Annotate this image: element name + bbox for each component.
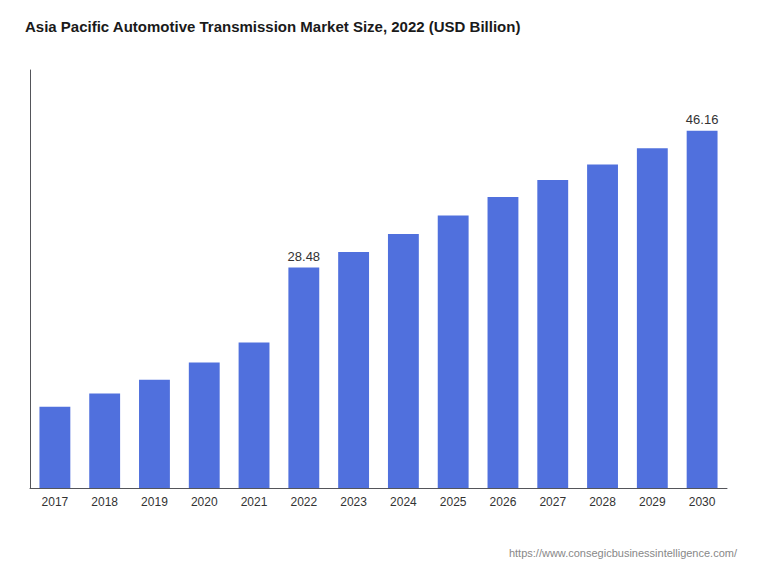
svg-text:2024: 2024 — [390, 495, 417, 509]
svg-text:2021: 2021 — [241, 495, 268, 509]
svg-text:https://www.consegicbusinessin: https://www.consegicbusinessintelligence… — [509, 547, 738, 559]
svg-text:2027: 2027 — [539, 495, 566, 509]
svg-text:2023: 2023 — [340, 495, 367, 509]
svg-text:2018: 2018 — [91, 495, 118, 509]
svg-text:28.48: 28.48 — [288, 249, 321, 264]
svg-text:2028: 2028 — [589, 495, 616, 509]
svg-text:2019: 2019 — [141, 495, 168, 509]
svg-text:2017: 2017 — [42, 495, 69, 509]
svg-text:2029: 2029 — [639, 495, 666, 509]
svg-text:2022: 2022 — [290, 495, 317, 509]
svg-text:2030: 2030 — [689, 495, 716, 509]
svg-text:2026: 2026 — [490, 495, 517, 509]
svg-text:Asia Pacific Automotive Transm: Asia Pacific Automotive Transmission Mar… — [25, 18, 520, 35]
svg-text:46.16: 46.16 — [686, 112, 719, 127]
svg-text:2025: 2025 — [440, 495, 467, 509]
svg-text:2020: 2020 — [191, 495, 218, 509]
